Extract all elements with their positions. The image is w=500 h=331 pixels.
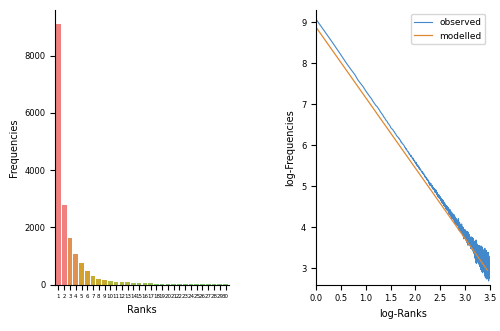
observed: [448, 214, 454, 218]
Y-axis label: log-Frequencies: log-Frequencies: [286, 109, 296, 186]
observed: [486, 279, 492, 283]
Bar: [148, 283, 153, 285]
Bar: [68, 238, 72, 285]
Bar: [74, 254, 78, 285]
modelled: [313, 25, 319, 29]
Bar: [79, 263, 84, 285]
observed: [468, 242, 473, 246]
Bar: [131, 283, 136, 285]
Bar: [90, 276, 96, 285]
modelled: [418, 174, 424, 178]
Bar: [96, 279, 101, 285]
observed: [465, 233, 471, 237]
Legend: observed, modelled: observed, modelled: [410, 15, 486, 44]
modelled: [314, 26, 320, 30]
observed: [313, 17, 319, 21]
observed: [483, 260, 489, 264]
Bar: [114, 281, 118, 285]
Bar: [160, 284, 164, 285]
Bar: [154, 284, 158, 285]
X-axis label: Ranks: Ranks: [127, 305, 157, 315]
modelled: [484, 268, 490, 272]
Bar: [166, 284, 170, 285]
Bar: [108, 281, 112, 285]
Bar: [120, 282, 124, 285]
Bar: [137, 283, 141, 285]
observed: [439, 198, 445, 202]
observed: [486, 265, 492, 269]
Bar: [177, 284, 182, 285]
Bar: [102, 280, 107, 285]
Bar: [56, 24, 61, 285]
modelled: [458, 230, 464, 234]
Y-axis label: Frequencies: Frequencies: [8, 118, 18, 176]
modelled: [468, 246, 474, 250]
modelled: [415, 170, 421, 174]
Bar: [172, 284, 176, 285]
Bar: [85, 271, 89, 285]
X-axis label: log-Ranks: log-Ranks: [379, 309, 427, 319]
Bar: [183, 284, 188, 285]
Bar: [194, 284, 199, 285]
Line: observed: observed: [316, 19, 489, 281]
Bar: [142, 283, 147, 285]
Line: modelled: modelled: [316, 27, 488, 270]
modelled: [414, 169, 420, 173]
Bar: [188, 284, 194, 285]
Bar: [62, 205, 66, 285]
observed: [486, 276, 492, 280]
Bar: [126, 282, 130, 285]
